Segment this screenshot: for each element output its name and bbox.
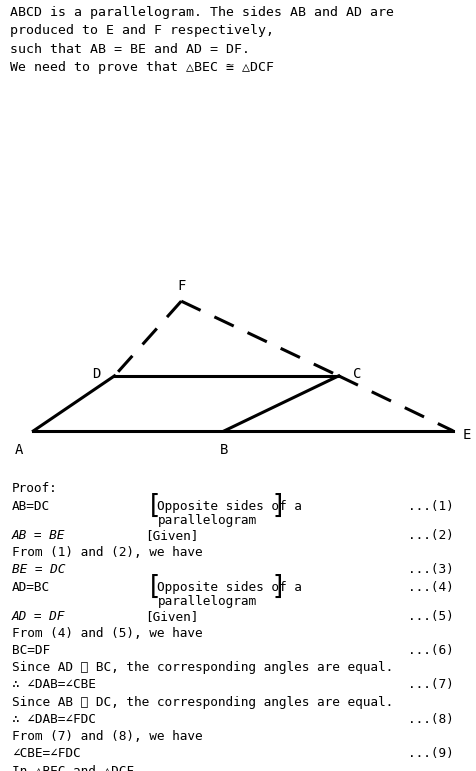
Text: Proof:: Proof: xyxy=(12,482,58,494)
Text: [: [ xyxy=(145,574,161,600)
Text: AD=BC: AD=BC xyxy=(12,581,50,594)
Text: ...(3): ...(3) xyxy=(407,564,453,576)
Text: AD = DF: AD = DF xyxy=(12,610,65,623)
Text: From (7) and (8), we have: From (7) and (8), we have xyxy=(12,730,202,743)
Text: parallelogram: parallelogram xyxy=(157,514,256,527)
Text: [Given]: [Given] xyxy=(145,610,198,623)
Text: From (1) and (2), we have: From (1) and (2), we have xyxy=(12,546,202,559)
Text: Opposite sides of a: Opposite sides of a xyxy=(157,500,302,513)
Text: ∠CBE=∠FDC: ∠CBE=∠FDC xyxy=(12,747,80,760)
Text: ...(9): ...(9) xyxy=(407,747,453,760)
Text: AB=DC: AB=DC xyxy=(12,500,50,513)
Text: ABCD is a parallelogram. The sides AB and AD are
produced to E and F respectivel: ABCD is a parallelogram. The sides AB an… xyxy=(10,5,393,74)
Text: ]: ] xyxy=(269,493,286,519)
Text: ...(4): ...(4) xyxy=(407,581,453,594)
Text: ...(6): ...(6) xyxy=(407,644,453,657)
Text: ...(7): ...(7) xyxy=(407,678,453,692)
Text: D: D xyxy=(91,367,100,381)
Text: BE = DC: BE = DC xyxy=(12,564,65,576)
Text: ...(8): ...(8) xyxy=(407,713,453,726)
Text: ∴ ∠DAB=∠FDC: ∴ ∠DAB=∠FDC xyxy=(12,713,96,726)
Text: [Given]: [Given] xyxy=(145,529,198,542)
Text: Since AD ∥ BC, the corresponding angles are equal.: Since AD ∥ BC, the corresponding angles … xyxy=(12,662,392,675)
Text: From (4) and (5), we have: From (4) and (5), we have xyxy=(12,627,202,640)
Text: B: B xyxy=(219,443,228,456)
Text: BC=DF: BC=DF xyxy=(12,644,50,657)
Text: AB = BE: AB = BE xyxy=(12,529,65,542)
Text: [: [ xyxy=(145,493,161,519)
Text: ...(2): ...(2) xyxy=(407,529,453,542)
Text: Since AB ∥ DC, the corresponding angles are equal.: Since AB ∥ DC, the corresponding angles … xyxy=(12,695,392,709)
Text: ...(1): ...(1) xyxy=(407,500,453,513)
Text: A: A xyxy=(15,443,23,456)
Text: E: E xyxy=(462,428,470,442)
Text: parallelogram: parallelogram xyxy=(157,595,256,608)
Text: Opposite sides of a: Opposite sides of a xyxy=(157,581,302,594)
Text: ]: ] xyxy=(269,574,286,600)
Text: In △BEC and △DCF: In △BEC and △DCF xyxy=(12,764,134,771)
Text: ...(5): ...(5) xyxy=(407,610,453,623)
Text: C: C xyxy=(352,367,361,381)
Text: F: F xyxy=(177,279,185,293)
Text: ∴ ∠DAB=∠CBE: ∴ ∠DAB=∠CBE xyxy=(12,678,96,692)
